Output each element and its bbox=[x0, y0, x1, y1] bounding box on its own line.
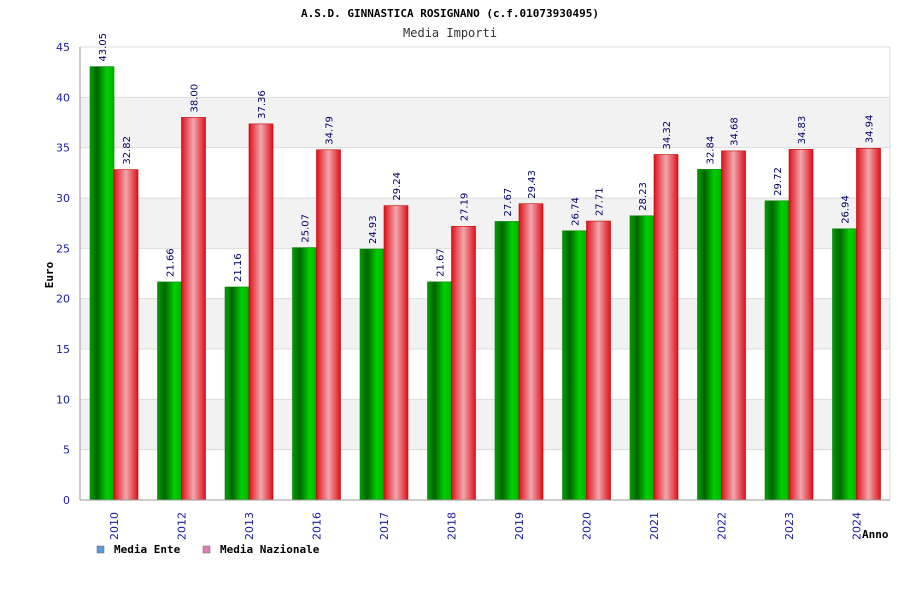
data-label: 34.94 bbox=[865, 115, 876, 144]
x-tick-label: 2022 bbox=[716, 512, 729, 540]
bar-media-nazionale-2020 bbox=[586, 220, 611, 501]
y-tick-label: 45 bbox=[56, 41, 70, 54]
x-tick-label: 2010 bbox=[108, 512, 121, 540]
bar-media-nazionale-2021 bbox=[653, 154, 679, 501]
y-tick-label: 15 bbox=[56, 343, 70, 356]
data-label: 38.00 bbox=[190, 84, 201, 113]
bar-media-nazionale-2024 bbox=[856, 147, 881, 501]
x-tick-label: 2017 bbox=[378, 512, 391, 540]
data-label: 26.74 bbox=[571, 197, 582, 226]
data-label: 26.94 bbox=[841, 195, 852, 224]
x-tick-label: 2013 bbox=[243, 512, 256, 540]
x-tick-label: 2016 bbox=[311, 512, 324, 540]
legend-label-media-nazionale: Media Nazionale bbox=[220, 543, 320, 556]
x-tick-label: 2020 bbox=[581, 512, 594, 540]
legend-swatch-media-nazionale bbox=[202, 545, 211, 554]
y-tick-label: 35 bbox=[56, 142, 70, 155]
grid-band bbox=[80, 399, 890, 450]
data-label: 27.67 bbox=[503, 188, 514, 217]
bar-media-ente-2022 bbox=[697, 169, 722, 501]
y-tick-label: 40 bbox=[56, 91, 70, 104]
data-label: 25.07 bbox=[301, 214, 312, 243]
data-label: 29.24 bbox=[392, 172, 403, 201]
y-tick-label: 5 bbox=[63, 444, 70, 457]
data-label: 21.66 bbox=[166, 248, 177, 277]
x-axis-label: Anno bbox=[862, 528, 889, 541]
chart-subtitle: Media Importi bbox=[403, 26, 497, 40]
y-axis-label: Euro bbox=[43, 261, 56, 288]
data-label: 27.71 bbox=[595, 187, 606, 216]
plot-background bbox=[80, 97, 890, 450]
bar-media-ente-2024 bbox=[832, 228, 857, 501]
data-label: 34.68 bbox=[730, 117, 741, 146]
data-label: 37.36 bbox=[257, 90, 268, 119]
y-tick-label: 20 bbox=[56, 293, 70, 306]
x-tick-label: 2021 bbox=[648, 512, 661, 540]
bar-media-nazionale-2016 bbox=[316, 149, 341, 501]
bar-media-ente-2016 bbox=[292, 247, 317, 501]
data-label: 28.23 bbox=[638, 182, 649, 211]
data-label: 32.82 bbox=[122, 136, 133, 165]
data-label: 27.19 bbox=[460, 193, 471, 222]
data-label: 32.84 bbox=[706, 136, 717, 165]
legend-swatch-media-ente bbox=[96, 545, 105, 554]
bar-media-nazionale-2013 bbox=[248, 123, 274, 501]
bar-media-ente-2019 bbox=[494, 221, 520, 501]
data-label: 24.93 bbox=[368, 215, 379, 244]
bar-media-ente-2013 bbox=[224, 286, 250, 501]
grid-band bbox=[80, 198, 890, 249]
data-labels-group: 43.05 32.82 21.66 38.00 21.16 37.36 25.07 34.79… bbox=[98, 33, 876, 282]
legend: Media Ente Media Nazionale bbox=[96, 543, 320, 556]
y-tick-label: 10 bbox=[56, 393, 70, 406]
x-tick-label: 2018 bbox=[446, 512, 459, 540]
y-tick-label: 25 bbox=[56, 242, 70, 255]
y-tick-label: 30 bbox=[56, 192, 70, 205]
data-label: 34.79 bbox=[325, 116, 336, 145]
data-label: 21.16 bbox=[233, 253, 244, 282]
grid-band bbox=[80, 298, 890, 349]
x-axis-ticks: 2010 2012 2013 2016 2017 2018 2019 2020 2021 2022… bbox=[108, 512, 864, 540]
chart-title: A.S.D. GINNASTICA ROSIGNANO (c.f.0107393… bbox=[301, 7, 599, 20]
data-label: 29.43 bbox=[527, 170, 538, 199]
y-tick-label: 0 bbox=[63, 494, 70, 507]
grid-band bbox=[80, 97, 890, 148]
bar-media-ente-2020 bbox=[562, 230, 587, 501]
legend-label-media-ente: Media Ente bbox=[114, 543, 181, 556]
data-label: 34.83 bbox=[797, 116, 808, 145]
bar-media-nazionale-2017 bbox=[383, 205, 409, 501]
x-tick-label: 2019 bbox=[513, 512, 526, 540]
bar-media-nazionale-2019 bbox=[518, 203, 544, 501]
bar-media-ente-2017 bbox=[359, 248, 385, 501]
bar-media-nazionale-2010 bbox=[113, 169, 139, 501]
x-tick-label: 2023 bbox=[783, 512, 796, 540]
data-label: 29.72 bbox=[773, 167, 784, 196]
bar-media-nazionale-2022 bbox=[721, 150, 746, 501]
bar-media-ente-2018 bbox=[427, 281, 452, 501]
bar-media-nazionale-2018 bbox=[451, 225, 476, 501]
bar-media-nazionale-2023 bbox=[788, 149, 814, 501]
y-axis-ticks: 0 5 10 15 20 25 30 35 40 45 bbox=[56, 41, 70, 507]
x-tick-label: 2024 bbox=[851, 512, 864, 540]
bars-group bbox=[89, 66, 881, 501]
data-label: 21.67 bbox=[436, 248, 447, 277]
bar-media-nazionale-2012 bbox=[181, 117, 206, 501]
data-label: 43.05 bbox=[98, 33, 109, 62]
bar-media-ente-2023 bbox=[764, 200, 790, 501]
bar-media-ente-2012 bbox=[157, 281, 182, 501]
bar-media-ente-2021 bbox=[629, 215, 655, 501]
bar-media-ente-2010 bbox=[89, 66, 115, 501]
x-tick-label: 2012 bbox=[176, 512, 189, 540]
data-label: 34.32 bbox=[662, 121, 673, 150]
